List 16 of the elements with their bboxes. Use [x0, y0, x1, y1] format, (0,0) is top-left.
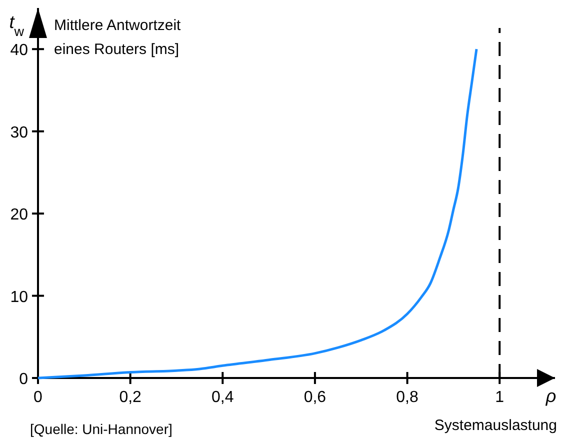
x-tick-label: 0,2 — [119, 389, 142, 406]
y-tick-label: 30 — [10, 124, 28, 142]
x-tick-label: 0,4 — [212, 389, 234, 406]
x-tick-label: 0,6 — [304, 389, 326, 406]
y-tick-label: 0 — [19, 371, 28, 388]
text: [Quelle: Uni-Hannover] — [30, 421, 172, 437]
y-tick-label: 40 — [10, 42, 28, 60]
x-tick-label: 1 — [495, 389, 504, 406]
x-tick-label: 0 — [34, 389, 43, 406]
text: Systemauslastung — [434, 417, 557, 434]
y-tick-label: 20 — [10, 206, 28, 224]
x-axis-title: ρ — [544, 386, 556, 406]
annotation: Mittlere Antwortzeit eines Routers [ms] — [54, 17, 182, 58]
x-tick-label: 0,8 — [396, 389, 419, 406]
y-axis-title: t$_{w}$ — [9, 12, 24, 38]
y-tick-label: 10 — [10, 288, 28, 306]
